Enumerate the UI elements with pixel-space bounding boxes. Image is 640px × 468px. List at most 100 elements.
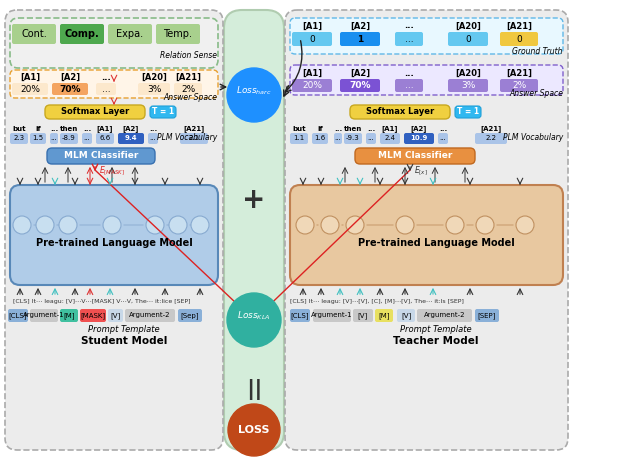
Text: ...: ... [83, 126, 91, 132]
FancyBboxPatch shape [12, 24, 56, 44]
Text: [A21]: [A21] [506, 22, 532, 30]
Circle shape [321, 216, 339, 234]
Text: [M]: [M] [378, 312, 390, 319]
Text: ...: ... [101, 73, 111, 81]
Circle shape [169, 216, 187, 234]
FancyBboxPatch shape [156, 24, 200, 44]
Text: 1: 1 [357, 35, 363, 44]
Text: 1.6: 1.6 [314, 136, 326, 141]
FancyBboxPatch shape [178, 309, 202, 322]
FancyBboxPatch shape [455, 106, 481, 118]
FancyBboxPatch shape [290, 133, 308, 144]
FancyBboxPatch shape [475, 133, 507, 144]
FancyBboxPatch shape [375, 309, 393, 322]
Text: PLM Vocabulary: PLM Vocabulary [157, 132, 217, 141]
Text: Argument-2: Argument-2 [424, 313, 465, 319]
FancyBboxPatch shape [96, 133, 114, 144]
Text: ...: ... [50, 126, 58, 132]
FancyBboxPatch shape [138, 83, 170, 95]
Text: [CLS]: [CLS] [291, 312, 309, 319]
Text: [A2]: [A2] [411, 125, 427, 132]
Text: ||: || [246, 380, 262, 401]
FancyBboxPatch shape [96, 83, 116, 95]
Text: Relation Sense: Relation Sense [160, 51, 217, 60]
Text: [A21]: [A21] [184, 125, 205, 132]
FancyBboxPatch shape [395, 79, 423, 92]
Text: [A2]: [A2] [60, 73, 80, 81]
Text: then: then [344, 126, 362, 132]
Text: Ground Truth: Ground Truth [513, 47, 563, 57]
Text: Prompt Template: Prompt Template [88, 324, 160, 334]
Circle shape [296, 216, 314, 234]
Text: ...: ... [367, 136, 374, 141]
Text: Softmax Layer: Softmax Layer [61, 108, 129, 117]
FancyBboxPatch shape [340, 79, 380, 92]
Text: 70%: 70% [349, 81, 371, 90]
Circle shape [476, 216, 494, 234]
Text: [A21]: [A21] [481, 125, 502, 132]
Circle shape [103, 216, 121, 234]
Text: ...: ... [334, 126, 342, 132]
FancyBboxPatch shape [290, 309, 310, 322]
Text: 2.2: 2.2 [486, 136, 497, 141]
Text: if: if [35, 126, 41, 132]
Text: 3%: 3% [147, 85, 161, 94]
Text: T = 1: T = 1 [457, 108, 479, 117]
FancyBboxPatch shape [500, 79, 538, 92]
Text: $Loss_{harc}$: $Loss_{harc}$ [236, 85, 272, 97]
Text: ...: ... [335, 136, 341, 141]
Circle shape [227, 293, 281, 347]
Text: ...: ... [51, 136, 58, 141]
Text: then: then [60, 126, 78, 132]
FancyBboxPatch shape [500, 32, 538, 46]
FancyBboxPatch shape [60, 24, 104, 44]
FancyBboxPatch shape [10, 185, 218, 285]
FancyBboxPatch shape [340, 32, 380, 46]
Text: [Sep]: [Sep] [180, 312, 199, 319]
FancyBboxPatch shape [366, 133, 376, 144]
Text: if: if [317, 126, 323, 132]
Text: MLM Classifier: MLM Classifier [64, 152, 138, 161]
FancyBboxPatch shape [10, 133, 28, 144]
Text: T = 1: T = 1 [152, 108, 174, 117]
Text: [V]: [V] [358, 312, 368, 319]
FancyBboxPatch shape [80, 309, 106, 322]
Circle shape [516, 216, 534, 234]
Text: [CLS] It⋯ leagu: [V]⋯V⋯[MASK] V⋯V, The⋯ it:lice [SEP]: [CLS] It⋯ leagu: [V]⋯V⋯[MASK] V⋯V, The⋯ … [13, 299, 191, 304]
FancyBboxPatch shape [404, 133, 434, 144]
FancyBboxPatch shape [125, 309, 175, 322]
Text: [A1]: [A1] [302, 68, 322, 78]
FancyBboxPatch shape [52, 83, 88, 95]
FancyBboxPatch shape [30, 309, 58, 322]
Text: MLM Classifier: MLM Classifier [378, 152, 452, 161]
FancyBboxPatch shape [60, 133, 78, 144]
Text: [V]: [V] [110, 312, 120, 319]
FancyBboxPatch shape [5, 10, 223, 450]
Text: -8.9: -8.9 [62, 136, 76, 141]
Text: Answer Space: Answer Space [509, 89, 563, 98]
Text: 20%: 20% [302, 81, 322, 90]
FancyBboxPatch shape [10, 70, 218, 98]
FancyBboxPatch shape [60, 309, 78, 322]
Text: ...: ... [440, 136, 446, 141]
Text: ...: ... [102, 85, 110, 94]
FancyBboxPatch shape [438, 133, 448, 144]
Text: 0: 0 [465, 35, 471, 44]
Text: LOSS: LOSS [238, 425, 269, 435]
Text: 1.1: 1.1 [293, 136, 305, 141]
Text: 2.4: 2.4 [385, 136, 396, 141]
Text: Student Model: Student Model [81, 336, 167, 346]
FancyBboxPatch shape [397, 309, 415, 322]
Text: -9.3: -9.3 [346, 136, 360, 141]
Text: [SEP]: [SEP] [478, 312, 496, 319]
FancyBboxPatch shape [45, 105, 145, 119]
Text: 0: 0 [309, 35, 315, 44]
FancyBboxPatch shape [108, 24, 152, 44]
Circle shape [446, 216, 464, 234]
Text: [A1]: [A1] [302, 22, 322, 30]
FancyBboxPatch shape [417, 309, 472, 322]
Circle shape [191, 216, 209, 234]
FancyBboxPatch shape [47, 148, 155, 164]
Text: ...: ... [149, 126, 157, 132]
Text: [MASK]: [MASK] [81, 312, 106, 319]
